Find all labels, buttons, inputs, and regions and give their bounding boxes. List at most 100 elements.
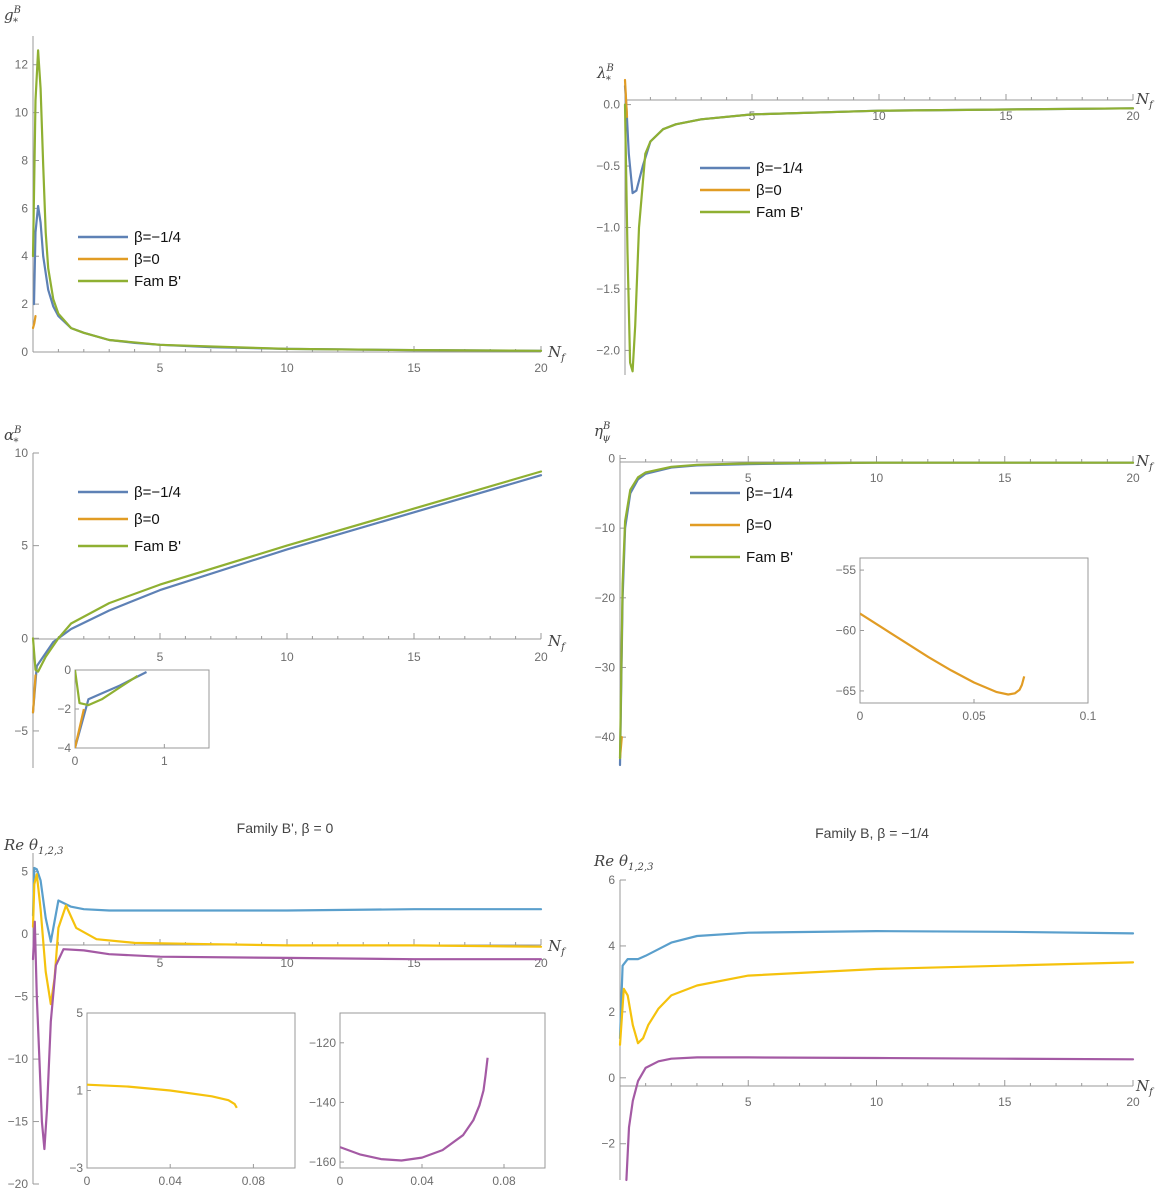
y-tick-label: 0.0	[603, 98, 620, 112]
inset-x-tick-label: 0	[337, 1174, 344, 1188]
inset-x-tick-label: 0.08	[492, 1174, 516, 1188]
legend-label: Fam B'	[134, 273, 181, 290]
inset-y-tick-label: −3	[69, 1161, 83, 1175]
x-tick-label: 15	[407, 650, 421, 664]
y-tick-label: 0	[21, 927, 28, 941]
legend-label: β=0	[756, 182, 782, 199]
series-line-theta_blue	[31, 866, 543, 943]
y-tick-label: −20	[595, 591, 616, 605]
inset-x-tick-label: 0.04	[410, 1174, 434, 1188]
chart-title: Family B', β = 0	[237, 820, 334, 836]
y-tick-label: 5	[21, 539, 28, 553]
series-line-theta_yellow	[31, 873, 543, 1006]
inset-y-tick-label: −60	[836, 624, 857, 638]
inset-y-tick-label: −65	[836, 684, 857, 698]
series-line-β=0	[623, 78, 629, 119]
legend-label: β=−1/4	[746, 485, 793, 502]
y-tick-label: 12	[15, 58, 29, 72]
inset-plot: 0 1 0 −2 −4	[57, 663, 210, 768]
series-line-β=−1/4	[31, 474, 543, 714]
y-tick-label: 10	[15, 106, 29, 120]
inset-series-line	[340, 1057, 489, 1162]
y-tick-label: 0	[21, 631, 28, 645]
y-axis-label: ηB ψ	[594, 421, 610, 444]
inset-series-line	[87, 1083, 238, 1109]
series-line-β=0	[31, 674, 37, 714]
inset-series-line	[75, 669, 139, 707]
y-tick-label: −1.0	[596, 221, 620, 235]
y-tick-label: −15	[8, 1115, 29, 1129]
legend-label: Fam B'	[134, 538, 181, 555]
inset-frame	[859, 557, 1089, 704]
legend-label: Fam B'	[746, 549, 793, 566]
series-line-β=−1/4	[32, 204, 543, 352]
y-tick-label: 5	[21, 865, 28, 879]
y-tick-label: 10	[15, 446, 29, 460]
inset-y-tick-label: −55	[836, 563, 857, 577]
legend-label: β=−1/4	[756, 160, 803, 177]
inset-frame	[339, 1012, 546, 1169]
y-tick-label: −2.0	[596, 343, 620, 357]
x-axis-label: Nf	[1135, 90, 1155, 111]
inset-y-tick-label: 1	[76, 1084, 83, 1098]
y-tick-label: 6	[608, 873, 615, 887]
series-line-theta_purple	[31, 920, 543, 1151]
x-axis-label: Nf	[1135, 452, 1155, 473]
chart-title: Family B, β = −1/4	[815, 825, 929, 841]
y-tick-label: −10	[8, 1052, 29, 1066]
y-tick-label: −30	[595, 660, 616, 674]
legend-label: β=0	[134, 511, 160, 528]
inset-frame	[74, 669, 210, 749]
x-tick-label: 5	[745, 1095, 752, 1109]
series-line-β=−1/4	[623, 84, 1135, 195]
y-tick-label: 8	[21, 153, 28, 167]
x-tick-label: 20	[534, 361, 548, 375]
legend-label: Fam B'	[756, 204, 803, 221]
inset-y-tick-label: −4	[57, 741, 71, 755]
inset-plot: 0 0.04 0.08 −120 −140 −160	[309, 1012, 546, 1188]
y-axis-label: gB *	[4, 5, 21, 28]
y-tick-label: 4	[21, 249, 28, 263]
x-tick-label: 20	[534, 650, 548, 664]
x-tick-label: 20	[1126, 471, 1140, 485]
inset-y-tick-label: −120	[309, 1036, 336, 1050]
y-tick-label: 0	[21, 345, 28, 359]
x-tick-label: 20	[1126, 1095, 1140, 1109]
y-tick-label: 6	[21, 201, 28, 215]
y-tick-label: −40	[595, 730, 616, 744]
y-axis-label: Re θ1,2,3	[593, 852, 653, 873]
x-tick-label: 15	[998, 1095, 1012, 1109]
y-tick-label: 2	[608, 1005, 615, 1019]
y-tick-label: −2	[601, 1137, 615, 1151]
y-tick-label: 0	[608, 451, 615, 465]
legend-label: β=−1/4	[134, 229, 181, 246]
legend-label: β=0	[134, 251, 160, 268]
x-tick-label: 10	[870, 471, 884, 485]
inset-y-tick-label: 0	[64, 663, 71, 677]
legend: β=−1/4 β=0 Fam B'	[690, 485, 793, 566]
inset-x-tick-label: 0	[857, 709, 864, 723]
y-axis-label: αB *	[4, 425, 22, 448]
legend: β=−1/4 β=0 Fam B'	[700, 160, 803, 221]
legend-label: β=0	[746, 517, 772, 534]
legend-label: β=−1/4	[134, 484, 181, 501]
panel-eta: 5 10 15 20 0 −10 −20 −30 −40 ηB ψ Nf β=−1/4 β=0 Fam B'…	[594, 421, 1155, 767]
series-line-β=0	[31, 315, 37, 330]
panel-lambda: 5 10 15 20 0.0 −0.5 −1.0 −1.5 −2.0 λB * Nf β=−1/4 β=0…	[596, 63, 1155, 375]
y-tick-label: −10	[595, 521, 616, 535]
y-tick-label: −0.5	[596, 159, 620, 173]
inset-plot: 0 0.04 0.08 5 1 −3	[69, 1006, 296, 1188]
x-tick-label: 10	[870, 1095, 884, 1109]
inset-y-tick-label: −2	[57, 702, 71, 716]
x-tick-label: 15	[999, 109, 1013, 123]
x-axis-label: Nf	[1135, 1077, 1155, 1098]
series-line-Fam B'	[623, 103, 1135, 373]
inset-series-line	[75, 708, 85, 749]
y-tick-label: −1.5	[596, 282, 620, 296]
y-tick-label: −5	[14, 724, 28, 738]
inset-y-tick-label: 5	[76, 1006, 83, 1020]
legend: β=−1/4 β=0 Fam B'	[78, 229, 181, 290]
x-tick-label: 10	[280, 361, 294, 375]
